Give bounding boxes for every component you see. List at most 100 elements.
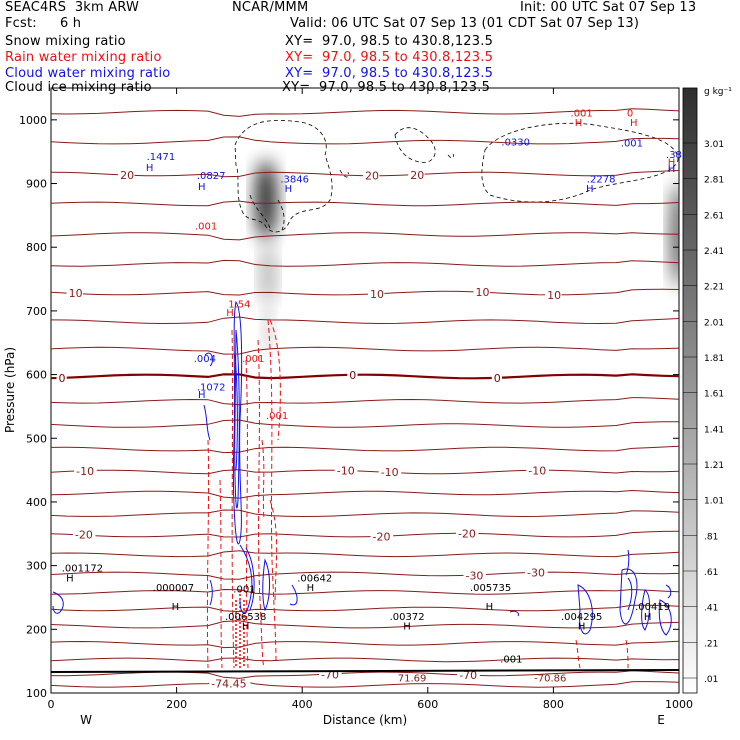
temperature-label: 0 [494, 372, 501, 385]
contour-annotation: .001 [266, 411, 288, 422]
x-tick-label: 400 [292, 698, 313, 711]
ground-line [50, 669, 680, 673]
contour-annotation: 0 [627, 109, 633, 120]
temperature-contour [51, 373, 679, 380]
contour-annotation: .1072 [197, 383, 226, 394]
colorbar-unit: g kg⁻¹ [704, 87, 732, 97]
contour-annotation: .001 [500, 654, 522, 665]
temperature-contour [51, 108, 679, 117]
temperature-label: 10 [547, 289, 561, 302]
rain-contour-outer [269, 319, 281, 441]
cloud-contour-se8 [665, 584, 672, 599]
y-tick-label: 400 [26, 496, 47, 509]
contour-annotation: .001 [621, 139, 643, 150]
contour-annotation: .3846 [280, 174, 309, 185]
snow-contour-f [277, 199, 285, 231]
contour-annotation: H [146, 163, 154, 174]
cloud-contour-core-inner2 [234, 354, 238, 471]
temperature-label-bg [66, 288, 83, 300]
temperature-label-bg [545, 289, 562, 301]
temperature-label: -20 [373, 531, 391, 544]
cloud-contour-far-west [52, 591, 64, 614]
cloud-contour-core-inner1 [234, 329, 240, 509]
contour-annotation: .001 [571, 109, 593, 120]
contour-annotation: H [198, 390, 206, 401]
temperature-contour [51, 200, 679, 207]
cloud-contour-low4 [209, 579, 213, 606]
cloud-contour-se1 [577, 584, 593, 635]
colorbar-label: .61 [704, 568, 718, 578]
temperature-label: -10 [528, 464, 546, 477]
temperature-label: -74.45 [211, 678, 246, 691]
contour-annotation: .001 [233, 584, 255, 595]
temperature-label: -30 [465, 569, 483, 582]
cloud-contour-low5 [289, 584, 298, 606]
temperature-label-bg [463, 570, 487, 582]
valid-time: Valid: 06 UTC Sat 07 Sep 13 (01 CDT Sat … [290, 16, 640, 31]
temperature-label: -10 [337, 464, 355, 477]
y-tick-label: 1000 [19, 114, 47, 127]
contour-annotation: H [630, 118, 638, 129]
y-tick-label: 700 [26, 305, 47, 318]
contour-annotation: .1471 [147, 152, 176, 163]
colorbar-ticks: 3.01 2.81 2.61 2.41 2.21 2.01 1.81 1.61 1.41 1.21… [683, 140, 724, 685]
cloud-contour-low3 [262, 558, 270, 612]
contour-annotation: H [226, 308, 234, 319]
rain-contour-east [267, 319, 277, 661]
temperature-contour [51, 316, 679, 325]
x-tick-label: 200 [166, 698, 187, 711]
temperature-label-bg [56, 372, 67, 384]
field-snow-xy: XY= 97.0, 98.5 to 430.8,123.5 [285, 34, 494, 49]
org-label: NCAR/MMM [232, 0, 309, 15]
temperature-label: -20 [75, 529, 93, 542]
direction-east: E [657, 713, 665, 727]
temperature-label: 20 [410, 169, 424, 182]
temperature-label: 0 [59, 372, 66, 385]
temperature-label-bg [209, 678, 251, 690]
temperature-contour [51, 288, 679, 296]
contour-annotation: .004295 [561, 612, 602, 623]
temperature-contour [51, 419, 679, 428]
temperature-contour [51, 604, 679, 613]
snow-contour-d [481, 122, 679, 203]
contour-annotation: .005735 [470, 583, 511, 594]
temperature-label: 20 [365, 170, 379, 183]
colorbar-label: 3.01 [704, 140, 724, 150]
y-tick-label: 300 [26, 560, 47, 573]
x-tick-label: 600 [417, 698, 438, 711]
temperature-contour [51, 571, 679, 580]
direction-west: W [80, 713, 92, 727]
temperature-label-bg [370, 531, 394, 543]
contour-annotation: 1.54 [228, 300, 250, 311]
y-axis-title: Pressure (hPa) [3, 347, 17, 433]
temperature-label-bg [455, 528, 479, 540]
x-axis-title: Distance (km) [323, 713, 407, 727]
temperature-label-bg [72, 529, 96, 541]
contour-annotation: .001 [242, 354, 264, 365]
temperature-label-bg [457, 669, 480, 681]
y-tick-label: 900 [26, 178, 47, 191]
cloud-contour-low2 [245, 547, 255, 611]
cloud-contour-se2 [619, 568, 638, 625]
contour-annotation: H [668, 158, 676, 169]
colorbar-label: .21 [704, 639, 718, 649]
temperature-contour [51, 346, 679, 355]
rain-contour-far1 [575, 639, 581, 669]
colorbar-label: .81 [704, 532, 718, 542]
temperature-label-bg [408, 169, 425, 181]
snow-contour-e [249, 194, 271, 229]
temperature-label: -70 [459, 669, 477, 682]
temperature-label: -20 [458, 527, 476, 540]
temperature-contour [51, 445, 679, 454]
cloud-contour-west2 [203, 404, 211, 441]
x-tick-label: 1000 [665, 698, 693, 711]
model-title: SEAC4RS 3km ARW [5, 0, 140, 15]
contour-annotation: .2278 [587, 174, 616, 185]
temperature-label-bg [491, 372, 502, 384]
temperature-label: 20 [120, 169, 134, 182]
snow-contour-c [394, 127, 436, 163]
temperature-contour [51, 469, 679, 475]
cloud-contour-core-outer [232, 300, 243, 545]
temperature-label: 10 [370, 288, 384, 301]
snow-contour-g [447, 153, 455, 159]
